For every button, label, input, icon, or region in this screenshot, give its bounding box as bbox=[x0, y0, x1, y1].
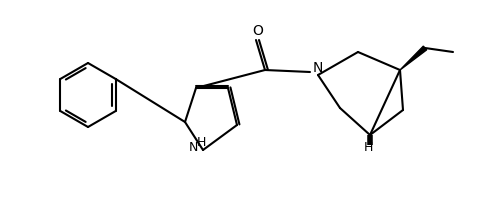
Text: H: H bbox=[196, 136, 206, 149]
Text: H: H bbox=[363, 141, 373, 154]
Text: N: N bbox=[188, 141, 198, 154]
Polygon shape bbox=[400, 47, 427, 71]
Text: N: N bbox=[313, 61, 323, 75]
Text: O: O bbox=[253, 24, 264, 38]
